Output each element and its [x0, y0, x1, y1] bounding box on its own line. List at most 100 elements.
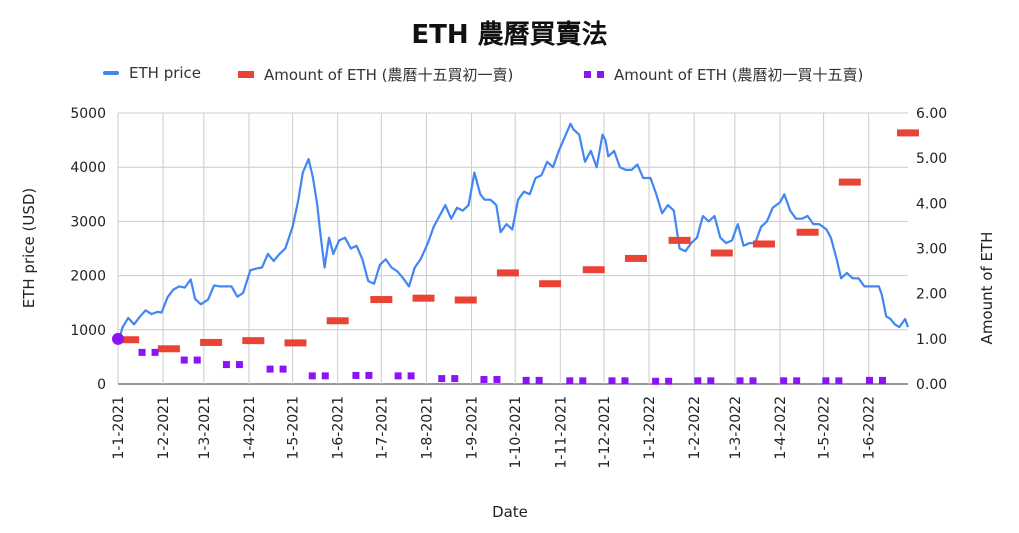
marker-amount-first-buy — [151, 348, 159, 356]
legend-item-amount-fifteenth-buy[interactable]: Amount of ETH (農曆十五買初一賣) — [238, 64, 513, 85]
marker-amount-first-buy — [438, 375, 446, 383]
x-tick-label: 1-3-2022 — [728, 396, 744, 460]
marker-amount-fifteenth-buy — [326, 317, 349, 325]
box-swatch-icon — [238, 71, 254, 78]
marker-amount-first-buy — [736, 377, 744, 385]
marker-amount-first-buy — [535, 376, 543, 384]
marker-amount-first-buy — [321, 372, 329, 380]
marker-amount-first-buy — [365, 371, 373, 379]
y-tick-label: 4000 — [70, 160, 106, 176]
marker-amount-fifteenth-buy — [412, 294, 435, 302]
marker-amount-first-buy — [407, 372, 415, 380]
marker-amount-fifteenth-buy — [624, 254, 647, 262]
x-tick-label: 1-4-2022 — [773, 396, 789, 460]
marker-amount-first-buy — [480, 375, 488, 383]
legend-label: ETH price — [129, 64, 202, 82]
marker-amount-first-buy — [579, 377, 587, 385]
x-tick-label: 1-11-2021 — [553, 396, 569, 468]
legend-item-eth-price[interactable]: ETH price — [103, 64, 201, 82]
y2-tick-label: 2.00 — [916, 287, 947, 303]
x-tick-label: 1-2-2022 — [687, 396, 703, 460]
marker-amount-first-buy — [566, 377, 574, 385]
marker-amount-first-buy — [352, 371, 360, 379]
marker-amount-first-buy — [707, 377, 715, 385]
legend-label: Amount of ETH (農曆十五買初一賣) — [264, 66, 514, 84]
x-tick-label: 1-9-2021 — [465, 396, 481, 460]
y2-tick-label: 6.00 — [916, 106, 947, 122]
chart-legend: ETH price Amount of ETH (農曆十五買初一賣) Amoun… — [0, 64, 1019, 88]
x-tick-label: 1-6-2021 — [331, 396, 347, 460]
x-tick-label: 1-3-2021 — [197, 396, 213, 460]
marker-amount-fifteenth-buy — [668, 236, 691, 244]
marker-amount-fifteenth-buy — [242, 337, 265, 345]
marker-amount-first-buy — [493, 375, 501, 383]
marker-amount-fifteenth-buy — [752, 240, 775, 248]
x-axis-title: Date — [492, 503, 528, 521]
y-tick-label: 1000 — [70, 323, 106, 339]
y2-tick-label: 1.00 — [916, 332, 947, 348]
marker-amount-fifteenth-buy — [284, 339, 307, 347]
marker-amount-first-buy — [522, 376, 530, 384]
chart-title: ETH 農曆買賣法 — [411, 20, 608, 50]
marker-amount-first-buy — [665, 377, 673, 385]
marker-amount-fifteenth-buy — [454, 296, 477, 304]
marker-amount-first-buy — [266, 365, 274, 373]
marker-amount-first-buy — [180, 356, 188, 364]
x-tick-label: 1-5-2022 — [817, 396, 833, 460]
marker-amount-first-buy — [112, 332, 124, 345]
marker-amount-fifteenth-buy — [496, 269, 519, 277]
marker-amount-first-buy — [694, 377, 702, 385]
marker-amount-first-buy — [793, 377, 801, 385]
y-tick-label: 3000 — [70, 214, 106, 230]
x-tick-label: 1-4-2021 — [242, 396, 258, 460]
y2-tick-label: 4.00 — [916, 196, 947, 212]
marker-amount-fifteenth-buy — [157, 345, 180, 353]
marker-amount-first-buy — [222, 361, 230, 369]
marker-amount-fifteenth-buy — [117, 336, 140, 344]
marker-amount-fifteenth-buy — [539, 280, 562, 288]
dots-swatch-icon — [584, 71, 604, 78]
marker-amount-first-buy — [279, 365, 287, 373]
marker-amount-fifteenth-buy — [838, 178, 861, 186]
line-swatch-icon — [103, 71, 119, 75]
x-tick-label: 1-5-2021 — [286, 396, 302, 460]
x-tick-label: 1-2-2021 — [156, 396, 172, 460]
marker-amount-first-buy — [451, 375, 459, 383]
marker-amount-fifteenth-buy — [796, 228, 819, 236]
marker-amount-fifteenth-buy — [710, 249, 733, 257]
marker-amount-first-buy — [652, 377, 660, 385]
marker-amount-fifteenth-buy — [582, 266, 605, 274]
y-tick-label: 2000 — [70, 269, 106, 285]
y2-axis-title: Amount of ETH — [978, 232, 996, 345]
y-axis-title: ETH price (USD) — [20, 188, 38, 309]
y-tick-label: 5000 — [70, 106, 106, 122]
x-tick-label: 1-6-2022 — [862, 396, 878, 460]
marker-amount-first-buy — [822, 377, 830, 385]
marker-amount-first-buy — [865, 376, 873, 384]
legend-item-amount-first-buy[interactable]: Amount of ETH (農曆初一買十五賣) — [584, 64, 863, 85]
x-tick-label: 1-8-2021 — [419, 396, 435, 460]
series-line-eth-price — [116, 122, 910, 345]
x-tick-label: 1-7-2021 — [374, 396, 390, 460]
marker-amount-first-buy — [835, 377, 843, 385]
marker-amount-fifteenth-buy — [200, 338, 223, 346]
marker-amount-fifteenth-buy — [370, 296, 393, 304]
y-tick-label: 0 — [97, 377, 106, 393]
marker-amount-first-buy — [193, 356, 201, 364]
marker-amount-first-buy — [878, 376, 886, 384]
legend-label: Amount of ETH (農曆初一買十五賣) — [614, 66, 864, 84]
y2-tick-label: 3.00 — [916, 242, 947, 258]
marker-amount-first-buy — [138, 348, 146, 356]
marker-amount-first-buy — [308, 372, 316, 380]
x-tick-label: 1-12-2021 — [597, 396, 613, 468]
marker-amount-first-buy — [780, 377, 788, 385]
marker-amount-first-buy — [608, 377, 616, 385]
marker-amount-fifteenth-buy — [897, 129, 919, 137]
x-tick-label: 1-1-2022 — [642, 396, 658, 460]
x-tick-label: 1-10-2021 — [508, 396, 524, 468]
marker-amount-first-buy — [621, 377, 629, 385]
y2-tick-label: 5.00 — [916, 151, 947, 167]
y2-tick-label: 0.00 — [916, 377, 947, 393]
marker-amount-first-buy — [235, 361, 243, 369]
